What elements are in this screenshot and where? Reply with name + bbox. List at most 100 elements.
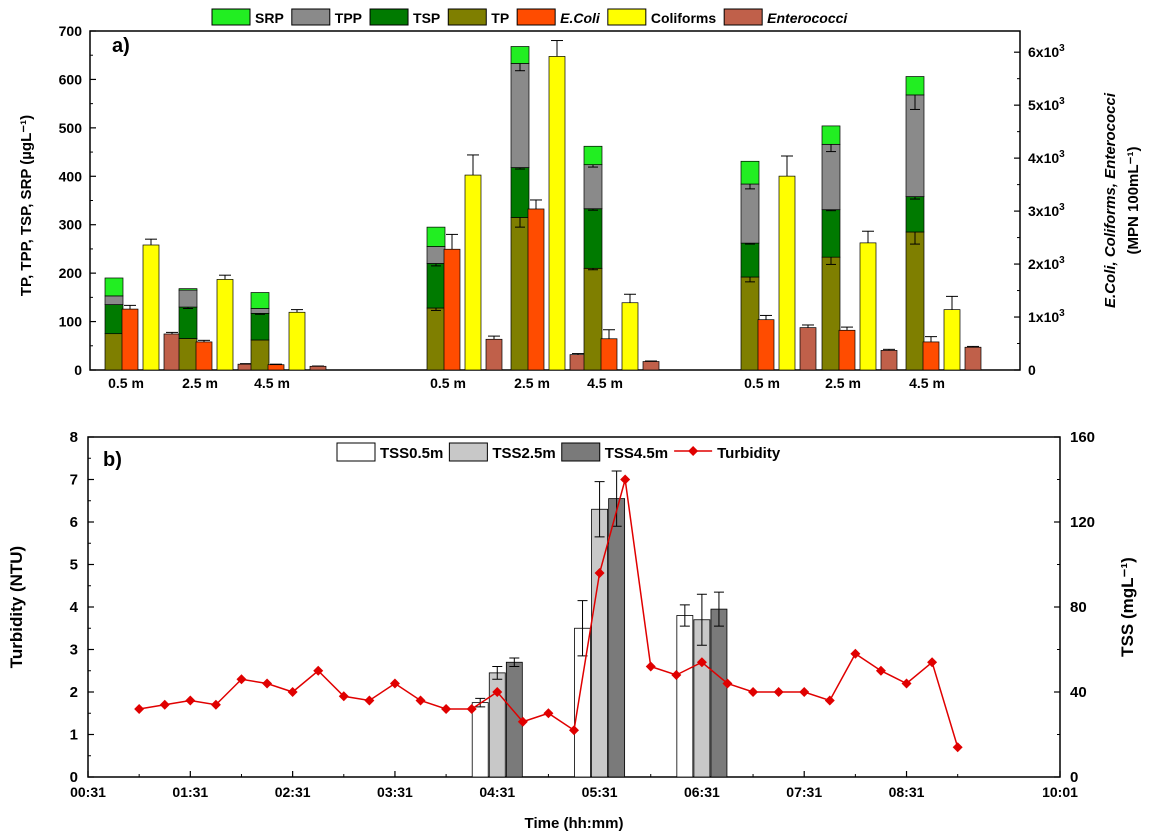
panel-a-label: a): [112, 35, 130, 57]
right-tick-label: 80: [1070, 599, 1087, 616]
bar-srp: [510, 46, 530, 64]
group-label: 4.5 m: [254, 375, 290, 391]
bar-ecoli: [195, 341, 213, 371]
bar-tpp: [104, 295, 124, 305]
bar-srp: [426, 226, 446, 247]
legend-label: Turbidity: [717, 445, 781, 462]
bar-tsp: [426, 263, 446, 309]
bar-ecoli: [267, 364, 285, 371]
bar-srp: [178, 288, 198, 291]
x-tick-label: 02:31: [275, 784, 311, 800]
legend-label: TSP: [413, 10, 440, 26]
bar-coliforms: [216, 279, 234, 371]
left-tick-label: 1: [70, 727, 78, 744]
bar-tss0.5m: [676, 615, 694, 778]
x-tick-label: 06:31: [684, 784, 720, 800]
turbidity-point: [952, 742, 963, 753]
bar-tpp: [510, 63, 530, 168]
bar-coliforms: [778, 175, 796, 371]
legend-label: Enterococci: [767, 10, 848, 26]
turbidity-point: [696, 657, 707, 668]
panel-b-legend: TSS0.5m TSS2.5m TSS4.5m Turbidity: [336, 442, 781, 462]
legend-swatch-tss4.5m: [561, 442, 601, 462]
bar-enterococci: [642, 361, 660, 371]
turbidity-point: [569, 725, 579, 736]
turbidity-point: [441, 704, 452, 714]
left-tick-label: 300: [59, 217, 83, 233]
right-tick-label: 120: [1070, 514, 1095, 531]
group-label: 0.5 m: [744, 375, 780, 391]
panel-a-left-axis-label: TP, TPP, TSP, SRP (µgL⁻¹): [18, 115, 35, 296]
bar-ecoli: [922, 341, 940, 371]
turbidity-point: [134, 704, 145, 714]
legend-marker-turbidity: [688, 446, 699, 456]
bar-tp: [178, 338, 198, 371]
bar-srp: [250, 292, 270, 309]
left-tick-label: 0: [70, 769, 78, 786]
panel-a-right-axis-label-2: (MPN 100mL⁻¹): [1125, 147, 1142, 255]
group-label: 4.5 m: [587, 375, 623, 391]
left-tick-label: 2: [70, 684, 78, 701]
legend-label: TSS2.5m: [492, 445, 555, 462]
bar-ecoli: [121, 308, 139, 371]
turbidity-point: [645, 661, 656, 672]
x-tick-label: 10:01: [1042, 784, 1078, 800]
bar-tsp: [905, 196, 925, 233]
right-tick-label: 0: [1028, 362, 1036, 378]
left-tick-label: 600: [59, 71, 83, 87]
left-tick-label: 5: [70, 557, 78, 574]
turbidity-point: [313, 665, 324, 676]
bar-srp: [104, 277, 124, 297]
bar-coliforms: [464, 174, 482, 371]
left-tick-label: 500: [59, 120, 83, 136]
left-tick-label: 700: [59, 23, 83, 39]
turbidity-point: [620, 474, 631, 485]
bar-enterococci: [309, 365, 327, 371]
bar-tsp: [740, 242, 760, 278]
left-tick-label: 6: [70, 514, 78, 531]
bar-coliforms: [548, 56, 566, 371]
turbidity-point: [210, 699, 221, 710]
bar-ecoli: [757, 319, 775, 371]
legend-swatch-coliforms: [607, 8, 647, 26]
left-tick-label: 400: [59, 168, 83, 184]
bar-tp: [821, 256, 841, 371]
turbidity-point: [824, 695, 835, 706]
bar-tsp: [510, 167, 530, 218]
bar-tss0.5m: [471, 702, 489, 778]
turbidity-point: [875, 665, 886, 676]
bar-tp: [510, 217, 530, 371]
bar-enterococci: [569, 354, 587, 371]
bar-tp: [905, 231, 925, 371]
bar-tss4.5m: [505, 661, 523, 778]
left-tick-label: 4: [70, 599, 79, 616]
turbidity-point: [850, 648, 861, 659]
bar-tp: [426, 307, 446, 371]
panel-b-x-axis-label: Time (hh:mm): [525, 815, 624, 832]
legend-swatch-tss0.5m: [336, 442, 376, 462]
right-tick-label: 40: [1070, 684, 1087, 701]
bar-enterococci: [799, 327, 817, 371]
right-tick-label: 3x103: [1028, 202, 1065, 219]
panel-b-left-axis-label: Turbidity (NTU): [7, 546, 26, 668]
legend-label: TPP: [335, 10, 362, 26]
legend-label: TP: [491, 10, 509, 26]
turbidity-point: [492, 687, 503, 697]
bar-tp: [104, 333, 124, 371]
right-tick-label: 1x103: [1028, 308, 1065, 325]
bar-coliforms: [943, 309, 961, 371]
turbidity-point: [389, 678, 400, 689]
bar-srp: [905, 76, 925, 96]
x-tick-label: 05:31: [582, 784, 618, 800]
x-tick-label: 07:31: [786, 784, 822, 800]
legend-swatch-tsp: [369, 8, 409, 26]
right-tick-label: 5x103: [1028, 96, 1065, 113]
turbidity-point: [159, 699, 170, 710]
bar-tpp: [821, 143, 841, 211]
turbidity-point: [748, 687, 759, 697]
turbidity-line: [139, 479, 959, 748]
bar-tpp: [583, 164, 603, 210]
panel-b-label: b): [103, 449, 122, 471]
